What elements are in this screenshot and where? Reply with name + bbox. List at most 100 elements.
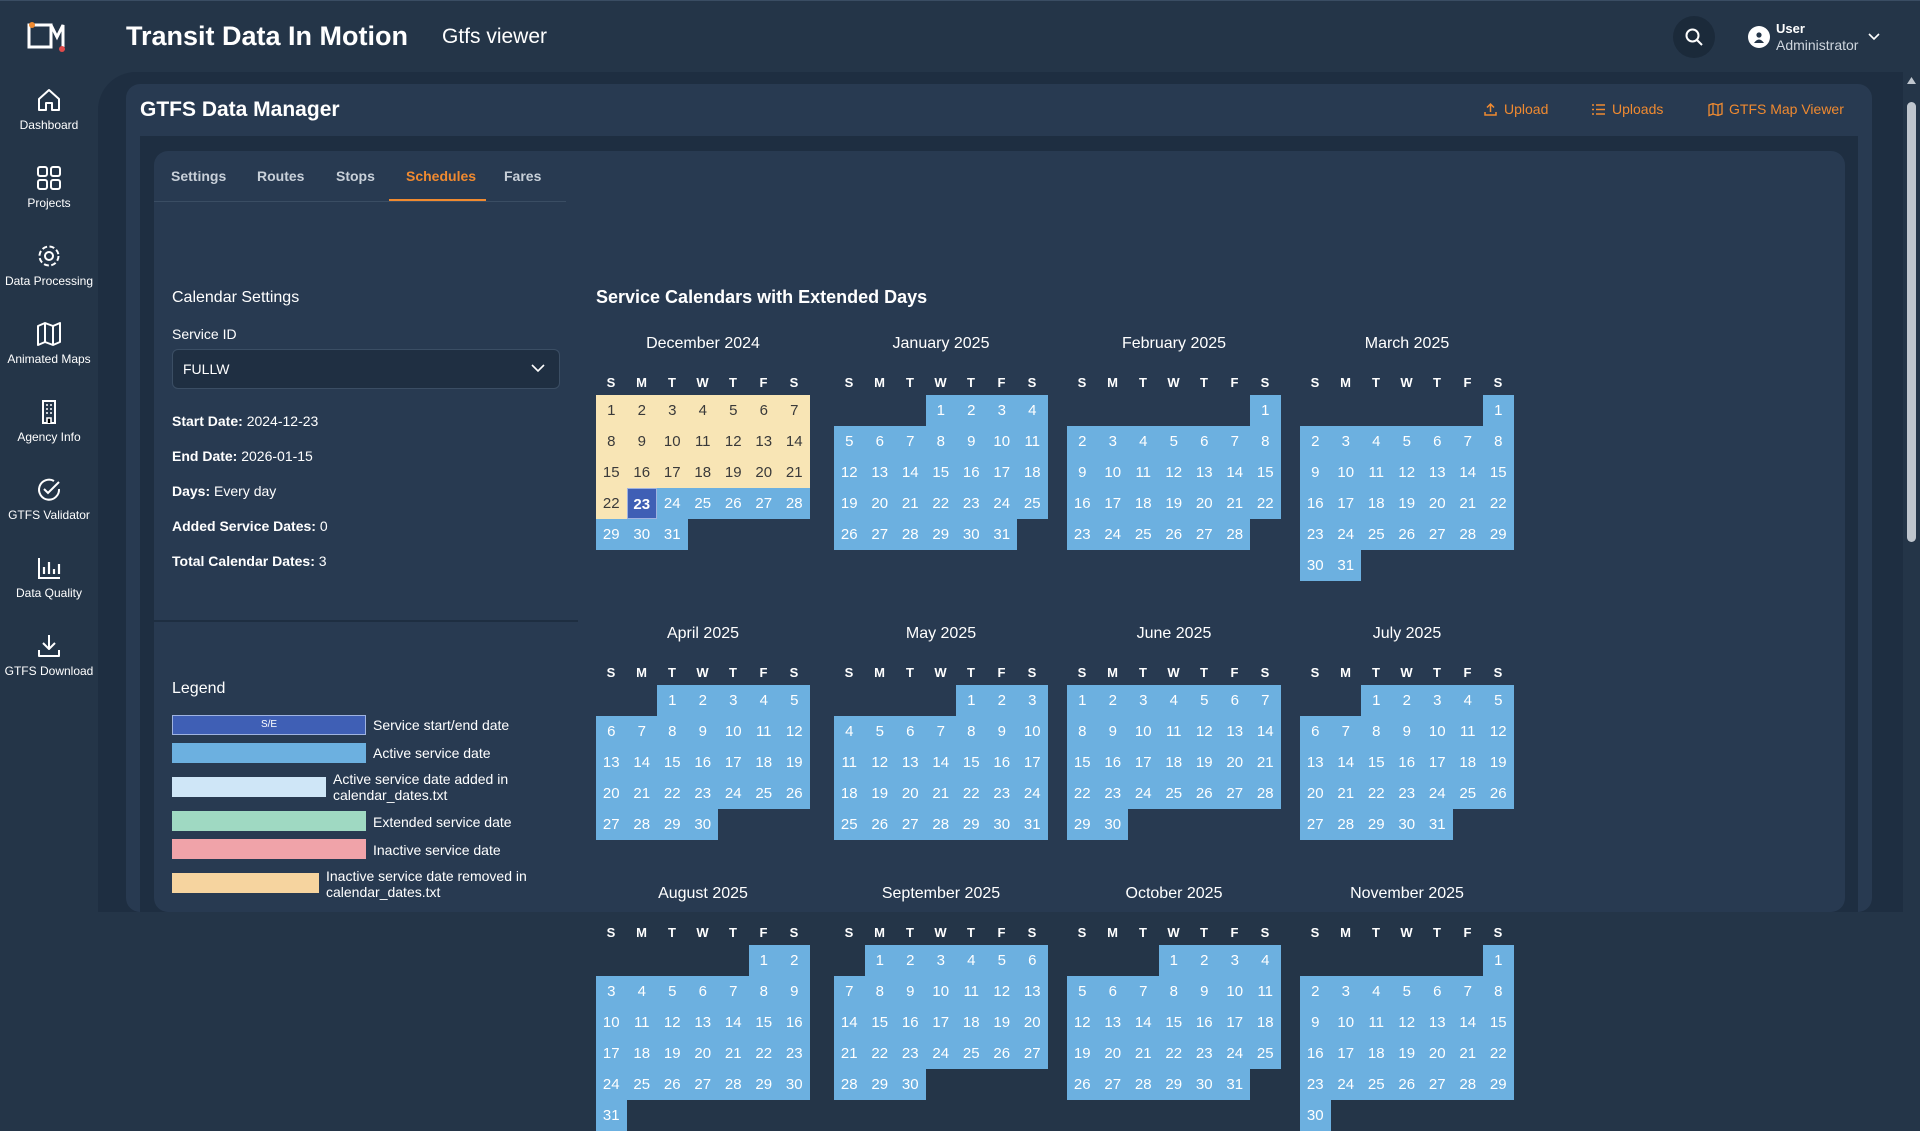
- calendar-day[interactable]: 11: [956, 976, 987, 1007]
- calendar-day[interactable]: 8: [1361, 716, 1392, 747]
- calendar-day[interactable]: 12: [864, 747, 895, 778]
- calendar-day[interactable]: 29: [925, 519, 956, 550]
- calendar-day[interactable]: 1: [1250, 395, 1281, 426]
- calendar-day[interactable]: 8: [1483, 426, 1514, 457]
- calendar-day[interactable]: 27: [1422, 1069, 1453, 1100]
- calendar-day[interactable]: 2: [687, 685, 718, 716]
- calendar-day[interactable]: 16: [1300, 488, 1331, 519]
- calendar-day[interactable]: 20: [864, 488, 895, 519]
- calendar-day[interactable]: 12: [657, 1007, 688, 1038]
- calendar-day[interactable]: 1: [596, 395, 627, 426]
- calendar-day[interactable]: 29: [1483, 519, 1514, 550]
- calendar-day[interactable]: 28: [834, 1069, 865, 1100]
- calendar-day[interactable]: 28: [779, 488, 810, 519]
- scrollbar[interactable]: [1903, 72, 1920, 912]
- calendar-day[interactable]: 2: [779, 945, 810, 976]
- calendar-day[interactable]: 1: [1361, 685, 1392, 716]
- calendar-day[interactable]: 3: [1219, 945, 1250, 976]
- calendar-day[interactable]: 20: [596, 778, 627, 809]
- calendar-day[interactable]: 30: [895, 1069, 926, 1100]
- calendar-day[interactable]: 16: [1300, 1038, 1331, 1069]
- calendar-day[interactable]: 31: [1017, 809, 1048, 840]
- calendar-day[interactable]: 9: [1300, 1007, 1331, 1038]
- calendar-day[interactable]: 14: [1330, 747, 1361, 778]
- calendar-day[interactable]: 16: [895, 1007, 926, 1038]
- calendar-day[interactable]: 6: [687, 976, 718, 1007]
- calendar-day[interactable]: 9: [626, 426, 657, 457]
- calendar-day[interactable]: 31: [1330, 550, 1361, 581]
- calendar-day[interactable]: 15: [925, 457, 956, 488]
- calendar-day[interactable]: 3: [718, 685, 749, 716]
- calendar-day[interactable]: 8: [1250, 426, 1281, 457]
- calendar-day[interactable]: 15: [1250, 457, 1281, 488]
- calendar-day[interactable]: 4: [1128, 426, 1159, 457]
- calendar-day[interactable]: 17: [718, 747, 749, 778]
- calendar-day[interactable]: 14: [1128, 1007, 1159, 1038]
- calendar-day[interactable]: 6: [596, 716, 627, 747]
- calendar-day[interactable]: 25: [1361, 1069, 1392, 1100]
- calendar-day[interactable]: 5: [1158, 426, 1189, 457]
- calendar-day[interactable]: 31: [986, 519, 1017, 550]
- calendar-day[interactable]: 22: [1067, 778, 1098, 809]
- calendar-day[interactable]: 3: [1330, 976, 1361, 1007]
- calendar-day[interactable]: 27: [687, 1069, 718, 1100]
- calendar-day[interactable]: 13: [895, 747, 926, 778]
- sidebar-item-animated-maps[interactable]: Animated Maps: [0, 314, 98, 384]
- calendar-day[interactable]: 5: [986, 945, 1017, 976]
- calendar-day[interactable]: 22: [1361, 778, 1392, 809]
- calendar-day[interactable]: 2: [1097, 685, 1128, 716]
- calendar-day[interactable]: 17: [596, 1038, 627, 1069]
- calendar-day[interactable]: 22: [657, 778, 688, 809]
- calendar-day[interactable]: 21: [1330, 778, 1361, 809]
- calendar-day[interactable]: 25: [626, 1069, 657, 1100]
- calendar-day[interactable]: 8: [1067, 716, 1098, 747]
- calendar-day[interactable]: 3: [925, 945, 956, 976]
- calendar-day[interactable]: 23: [1300, 1069, 1331, 1100]
- calendar-day[interactable]: 17: [986, 457, 1017, 488]
- calendar-day[interactable]: 6: [748, 395, 779, 426]
- calendar-day[interactable]: 26: [1158, 519, 1189, 550]
- calendar-day[interactable]: 18: [1017, 457, 1048, 488]
- calendar-day[interactable]: 15: [1483, 457, 1514, 488]
- calendar-day[interactable]: 17: [1330, 488, 1361, 519]
- calendar-day[interactable]: 7: [1219, 426, 1250, 457]
- calendar-day[interactable]: 5: [1391, 426, 1422, 457]
- calendar-day[interactable]: 2: [1391, 685, 1422, 716]
- calendar-day[interactable]: 28: [1330, 809, 1361, 840]
- calendar-day[interactable]: 15: [956, 747, 987, 778]
- sidebar-item-dashboard[interactable]: Dashboard: [0, 80, 98, 150]
- calendar-day[interactable]: 1: [657, 685, 688, 716]
- calendar-day[interactable]: 6: [1300, 716, 1331, 747]
- calendar-day[interactable]: 18: [626, 1038, 657, 1069]
- calendar-day[interactable]: 20: [1219, 747, 1250, 778]
- calendar-day[interactable]: 18: [1250, 1007, 1281, 1038]
- calendar-day[interactable]: 5: [657, 976, 688, 1007]
- calendar-day[interactable]: 6: [1017, 945, 1048, 976]
- calendar-day[interactable]: 26: [779, 778, 810, 809]
- calendar-day[interactable]: 8: [748, 976, 779, 1007]
- search-button[interactable]: [1673, 16, 1715, 58]
- calendar-day[interactable]: 26: [834, 519, 865, 550]
- calendar-day[interactable]: 19: [657, 1038, 688, 1069]
- calendar-day[interactable]: 15: [864, 1007, 895, 1038]
- tab-settings[interactable]: Settings: [171, 168, 227, 184]
- calendar-day[interactable]: 22: [1158, 1038, 1189, 1069]
- calendar-day[interactable]: 19: [1391, 488, 1422, 519]
- calendar-day[interactable]: 11: [1361, 457, 1392, 488]
- calendar-day[interactable]: 13: [1422, 457, 1453, 488]
- sidebar-item-data-processing[interactable]: Data Processing: [0, 236, 98, 306]
- calendar-day[interactable]: 24: [925, 1038, 956, 1069]
- calendar-day[interactable]: 17: [1219, 1007, 1250, 1038]
- calendar-day[interactable]: 9: [956, 426, 987, 457]
- calendar-day[interactable]: 21: [626, 778, 657, 809]
- calendar-day[interactable]: 23: [1189, 1038, 1220, 1069]
- calendar-day[interactable]: 7: [834, 976, 865, 1007]
- calendar-day[interactable]: 9: [1391, 716, 1422, 747]
- calendar-day[interactable]: 28: [925, 809, 956, 840]
- calendar-day[interactable]: 25: [1128, 519, 1159, 550]
- calendar-day[interactable]: 7: [718, 976, 749, 1007]
- calendar-day[interactable]: 30: [687, 809, 718, 840]
- calendar-day[interactable]: 19: [779, 747, 810, 778]
- tab-fares[interactable]: Fares: [504, 168, 542, 184]
- app-logo-icon[interactable]: [26, 19, 70, 55]
